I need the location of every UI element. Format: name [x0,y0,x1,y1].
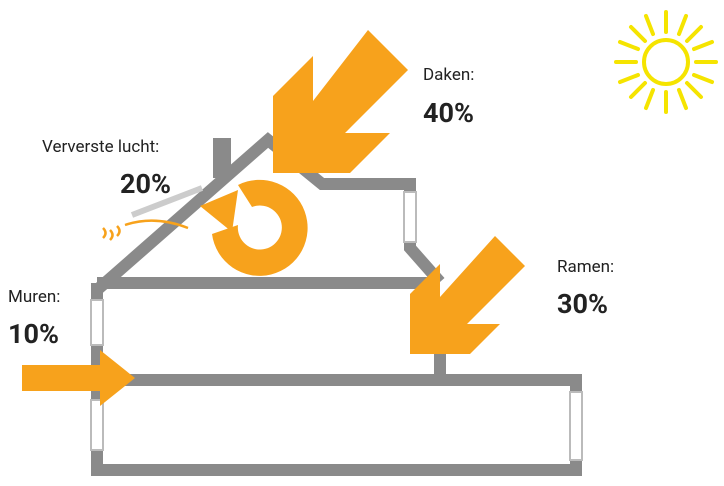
house [91,132,582,476]
fresh-air [102,185,204,241]
label-value: 30% [557,288,608,320]
label-value: 40% [423,97,474,129]
label-value: 20% [120,168,171,200]
label-name: Ververste lucht: [42,137,159,157]
label-name: Daken: [423,65,474,85]
heat-arrows [22,30,525,406]
sun [614,10,718,114]
label-name: Ramen: [557,257,614,277]
label-value: 10% [8,318,59,350]
label-name: Muren: [8,287,60,307]
windows [90,191,583,461]
